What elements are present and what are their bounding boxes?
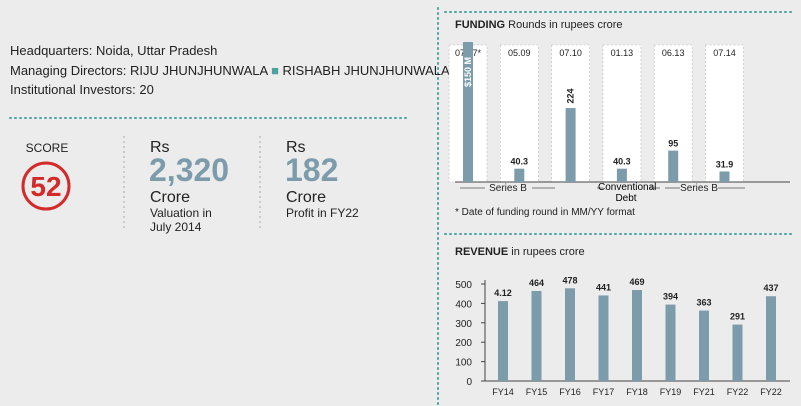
stat-prefix: Rs — [150, 139, 170, 156]
x-tick-label: FY18 — [626, 387, 648, 397]
group-label: Series B — [680, 183, 718, 194]
value-label: 363 — [696, 298, 711, 308]
value-label: 437 — [763, 283, 778, 293]
y-tick-label: 300 — [455, 319, 472, 330]
x-tick-label: FY17 — [593, 387, 615, 397]
value-label: 441 — [596, 282, 611, 292]
chart-title: FUNDING Rounds in rupees crore — [455, 19, 623, 31]
x-tick-label: 07.10 — [559, 48, 582, 58]
x-tick-label: FY22 — [760, 387, 782, 397]
director: RISHABH JHUNJHUNWALA — [283, 63, 450, 78]
title: REVENUE — [455, 246, 508, 258]
group-label-box: Conventional Debt — [598, 182, 656, 204]
stat-unit: Crore — [286, 189, 326, 206]
x-tick-label: FY14 — [492, 387, 514, 397]
score-label: SCORE — [26, 141, 69, 155]
value-label: 31.9 — [716, 159, 734, 169]
y-tick-label: 500 — [455, 280, 472, 291]
value-label: 464 — [529, 278, 544, 288]
x-tick-label: FY16 — [559, 387, 581, 397]
bar — [463, 42, 473, 182]
bullet: ■ — [271, 63, 279, 78]
group-label: Conventional Debt — [598, 182, 656, 204]
stat-caption: Valuation in — [150, 206, 212, 220]
bar — [565, 108, 576, 182]
y-tick-label: 0 — [466, 377, 472, 388]
headquarters: Headquarters: Noida, Uttar Pradesh — [10, 43, 217, 58]
score: 52 — [30, 171, 61, 202]
bar — [732, 324, 743, 381]
value-label: 95 — [668, 139, 678, 149]
bar — [632, 290, 642, 381]
x-tick-label: FY21 — [693, 387, 715, 397]
value-label: 4.12 — [494, 288, 512, 298]
x-tick-label: 07.14 — [713, 48, 736, 58]
x-tick-label: 05.09 — [508, 48, 531, 58]
directors-label: Managing Directors: — [10, 63, 126, 78]
group-label: Series B — [489, 183, 527, 194]
y-tick-label: 400 — [455, 299, 472, 310]
value-label: 291 — [730, 312, 745, 322]
bar — [598, 295, 609, 381]
score-circle — [21, 161, 71, 211]
investors: Institutional Investors: 20 — [10, 82, 154, 97]
value-label: 478 — [562, 275, 577, 285]
value-label: 40.3 — [613, 157, 631, 167]
bar — [616, 168, 627, 182]
bar — [766, 296, 776, 381]
value-label: $150 M — [463, 57, 473, 87]
bar — [668, 150, 679, 182]
value-label: 469 — [629, 277, 644, 287]
subtitle: Rounds in rupees crore — [508, 19, 622, 31]
stat-prefix: Rs — [286, 139, 306, 156]
stat: Rs 182 Crore Profit in FY22 — [285, 139, 359, 220]
x-tick-label: FY15 — [526, 387, 548, 397]
stat-value: 2,320 — [149, 152, 229, 188]
bar — [699, 310, 709, 381]
director: RIJU JHUNJHUNWALA — [130, 63, 269, 78]
bar — [498, 301, 508, 381]
value-label: 394 — [663, 292, 678, 302]
stat-value: 182 — [285, 152, 338, 188]
title: FUNDING — [455, 19, 505, 31]
y-tick-label: 100 — [455, 358, 472, 369]
stat: Rs 2,320 Crore Valuation in July 2014 — [149, 139, 229, 234]
footnote: * Date of funding round in MM/YY format — [455, 207, 635, 218]
value-label: 40.3 — [511, 157, 529, 167]
stat-caption: Profit in FY22 — [286, 206, 359, 220]
stat-unit: Crore — [150, 189, 190, 206]
bar — [719, 171, 730, 182]
x-tick-label: 06.13 — [662, 48, 685, 58]
y-tick-label: 200 — [455, 338, 472, 349]
chart-title: REVENUE in rupees crore — [455, 246, 585, 258]
directors: Managing Directors: RIJU JHUNJHUNWALA ■ … — [10, 63, 450, 78]
bar — [565, 288, 575, 381]
x-tick-label: FY22 — [727, 387, 749, 397]
value-label: 224 — [566, 89, 576, 104]
subtitle: in rupees crore — [511, 246, 584, 258]
bar — [514, 168, 525, 182]
x-tick-label: FY19 — [660, 387, 682, 397]
x-tick-label: 01.13 — [611, 48, 634, 58]
column-bg — [705, 44, 744, 183]
bar — [531, 290, 542, 381]
bar — [665, 304, 676, 381]
stat-caption: July 2014 — [150, 220, 202, 234]
